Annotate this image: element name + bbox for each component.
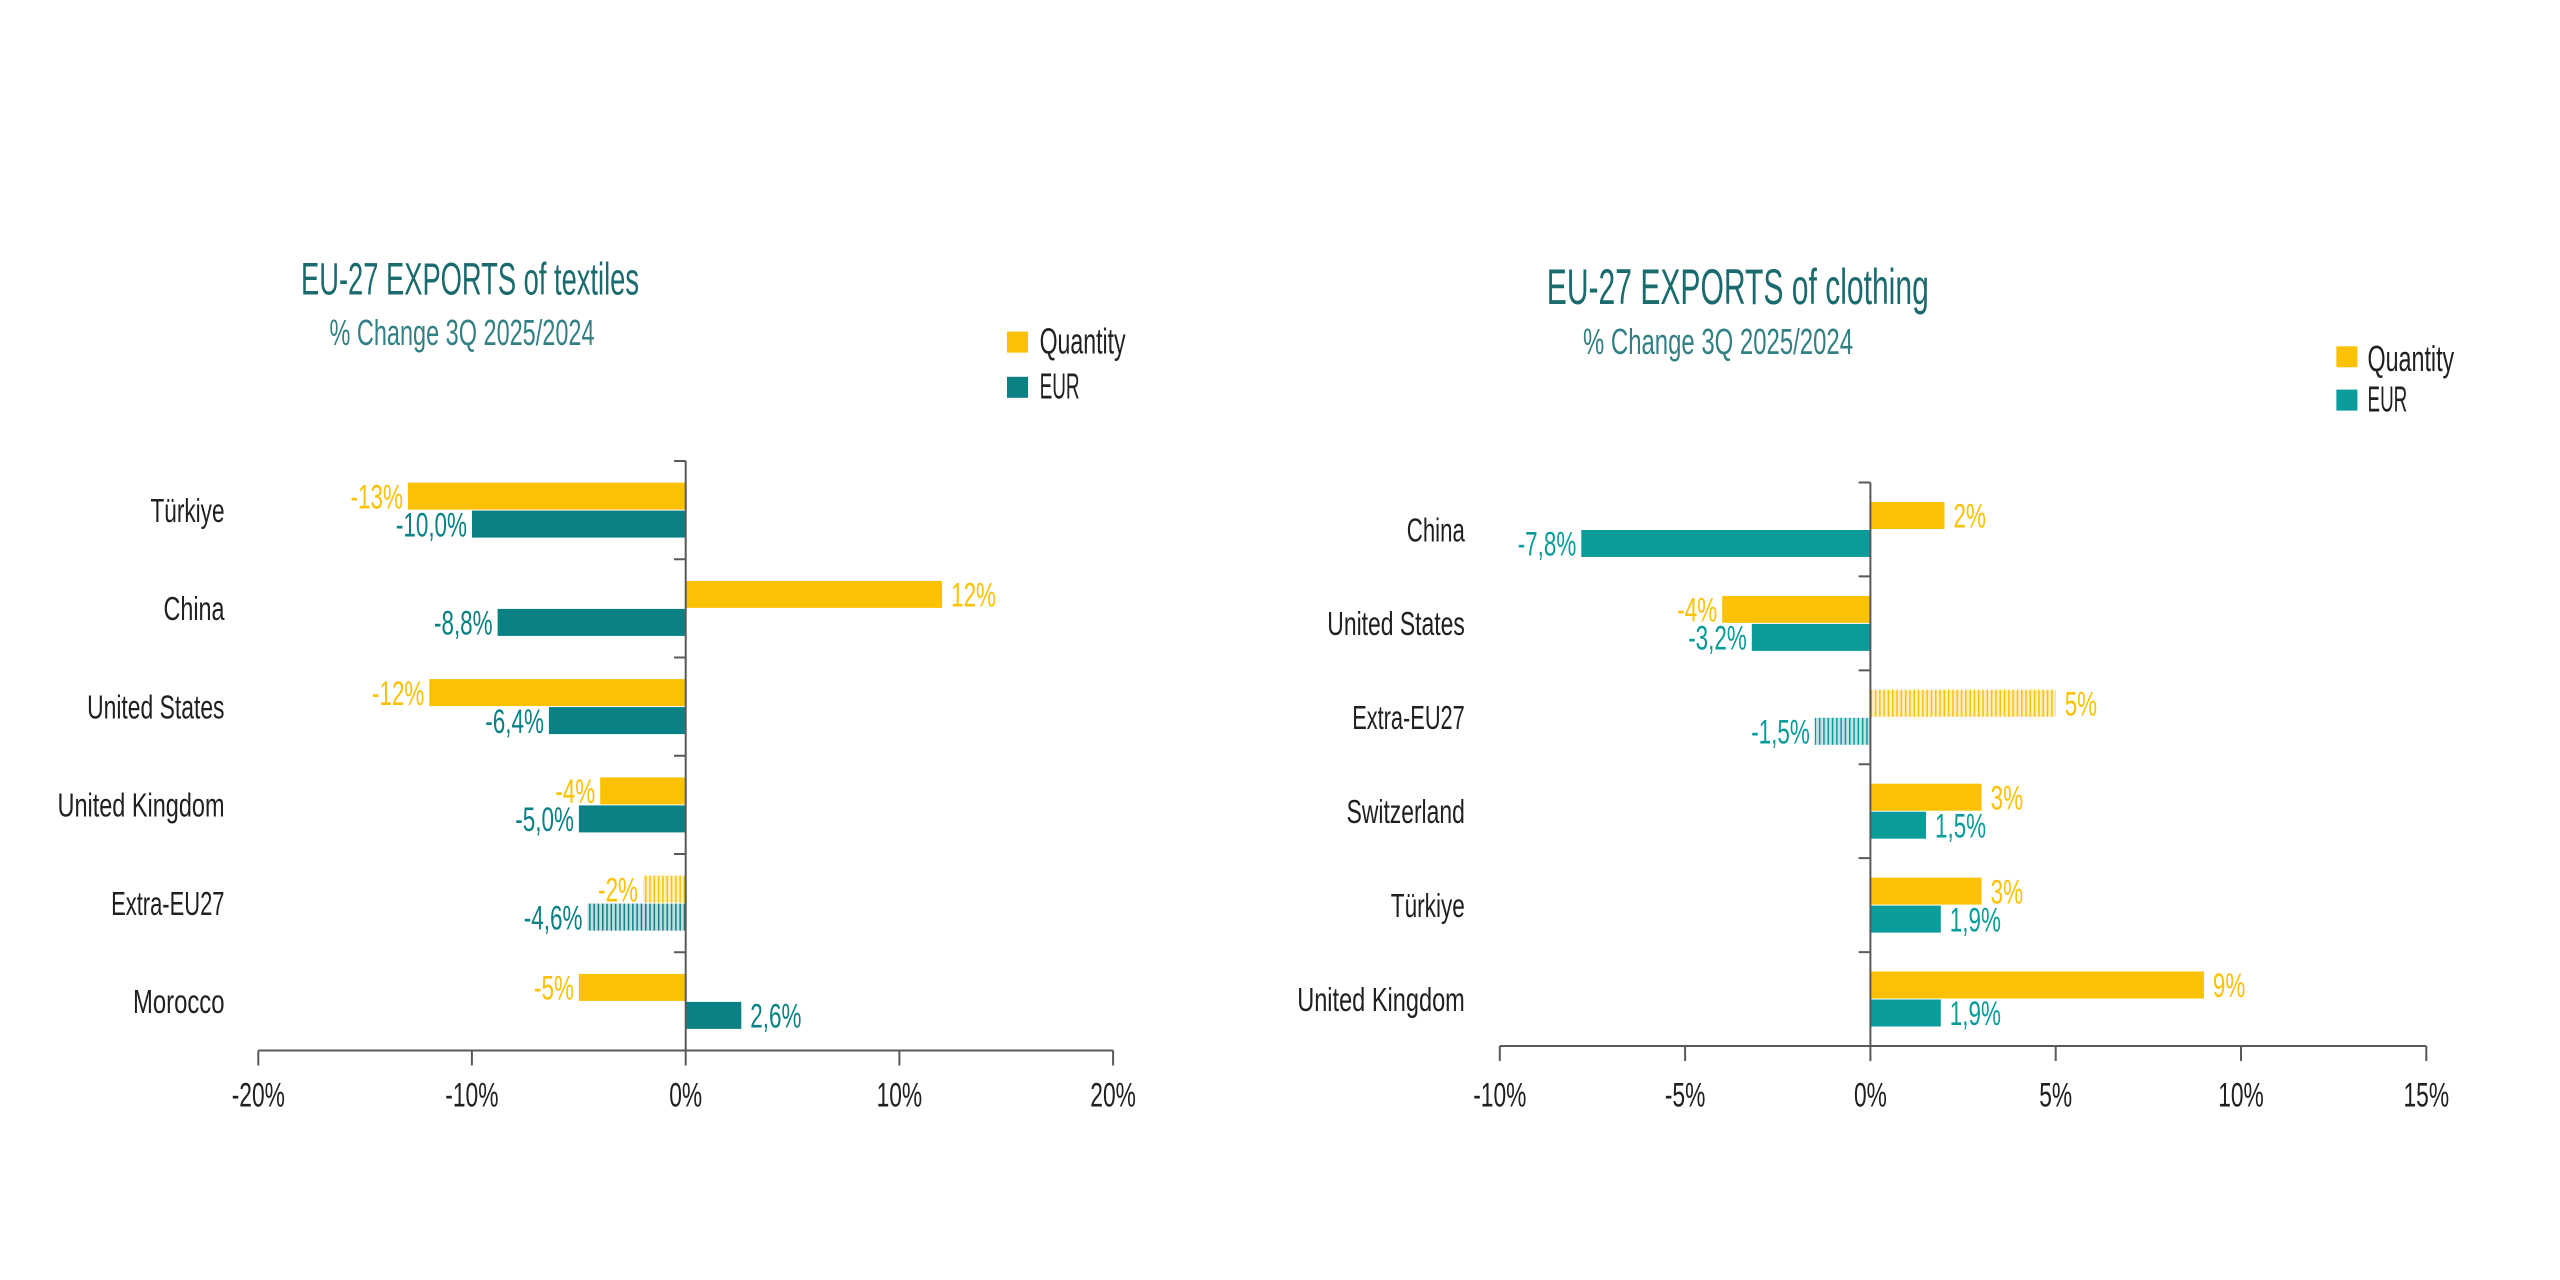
svg-text:-5%: -5% (1665, 1077, 1706, 1115)
svg-text:0%: 0% (1854, 1077, 1887, 1115)
svg-text:-4,6%: -4,6% (524, 899, 583, 937)
svg-text:-13%: -13% (351, 478, 403, 516)
svg-text:United Kingdom: United Kingdom (1297, 981, 1465, 1018)
svg-text:-8,8%: -8,8% (434, 605, 493, 643)
svg-text:Morocco: Morocco (133, 983, 225, 1020)
svg-text:20%: 20% (1090, 1077, 1136, 1115)
svg-text:-10,0%: -10,0% (396, 506, 467, 544)
svg-text:-5%: -5% (534, 970, 574, 1008)
svg-text:EU-27 EXPORTS of textiles: EU-27 EXPORTS of textiles (301, 254, 639, 305)
svg-text:-10%: -10% (445, 1077, 498, 1115)
svg-text:Switzerland: Switzerland (1347, 793, 1465, 830)
svg-text:3%: 3% (1991, 873, 2023, 911)
svg-text:2%: 2% (1954, 498, 1986, 536)
svg-text:9%: 9% (2213, 967, 2245, 1005)
svg-text:Türkiye: Türkiye (151, 492, 225, 529)
svg-text:Extra-EU27: Extra-EU27 (111, 885, 224, 922)
svg-text:-4%: -4% (1677, 592, 1717, 630)
svg-text:Extra-EU27: Extra-EU27 (1352, 699, 1465, 736)
svg-text:1,9%: 1,9% (1950, 995, 2001, 1033)
svg-text:-7,8%: -7,8% (1518, 526, 1577, 564)
svg-text:-2%: -2% (598, 871, 638, 909)
svg-text:3%: 3% (1991, 779, 2023, 817)
svg-text:1,5%: 1,5% (1935, 807, 1986, 845)
svg-text:United States: United States (1327, 605, 1465, 642)
svg-text:United Kingdom: United Kingdom (58, 787, 225, 824)
svg-text:-4%: -4% (555, 773, 595, 811)
svg-text:China: China (1407, 511, 1465, 548)
svg-text:Türkiye: Türkiye (1391, 887, 1465, 924)
svg-text:-1,5%: -1,5% (1751, 714, 1810, 752)
svg-text:1,9%: 1,9% (1950, 901, 2001, 939)
svg-text:-12%: -12% (372, 675, 424, 713)
svg-text:China: China (164, 590, 225, 627)
svg-text:United States: United States (87, 688, 224, 725)
svg-text:10%: 10% (2218, 1077, 2264, 1115)
svg-text:EU-27 EXPORTS of clothing: EU-27 EXPORTS of clothing (1547, 259, 1929, 315)
svg-text:% Change 3Q 2025/2024: % Change 3Q 2025/2024 (1583, 321, 1853, 362)
svg-text:EUR: EUR (1040, 365, 1080, 406)
svg-text:Quantity: Quantity (1040, 321, 1126, 362)
svg-text:-10%: -10% (1473, 1077, 1526, 1115)
svg-text:EUR: EUR (2368, 379, 2408, 420)
svg-text:12%: 12% (951, 577, 996, 615)
svg-text:% Change 3Q 2025/2024: % Change 3Q 2025/2024 (330, 312, 595, 353)
svg-text:Quantity: Quantity (2368, 338, 2455, 379)
svg-text:-6,4%: -6,4% (485, 703, 544, 741)
svg-text:5%: 5% (2039, 1077, 2072, 1115)
svg-text:10%: 10% (877, 1077, 923, 1115)
svg-text:5%: 5% (2065, 686, 2097, 724)
svg-text:2,6%: 2,6% (750, 998, 801, 1036)
svg-text:15%: 15% (2404, 1077, 2450, 1115)
svg-text:0%: 0% (669, 1077, 702, 1115)
svg-text:-20%: -20% (232, 1077, 285, 1115)
svg-text:-3,2%: -3,2% (1688, 620, 1747, 658)
svg-text:-5,0%: -5,0% (515, 801, 574, 839)
